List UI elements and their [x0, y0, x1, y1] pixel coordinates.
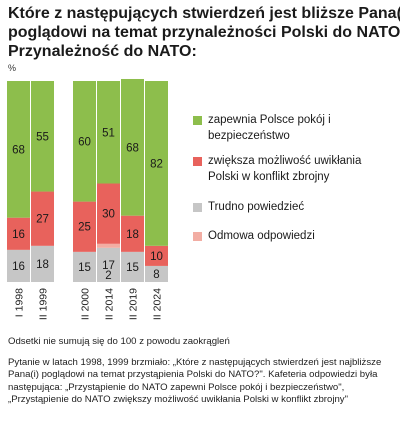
bar-segment-3-4 — [97, 183, 120, 244]
bar-segment-1-2 — [31, 245, 54, 282]
bar-segment-4-4 — [97, 81, 120, 184]
data-label: 8 — [153, 269, 159, 281]
footnotes: Odsetki nie sumują się do 100 z powodu z… — [8, 336, 396, 407]
chart-title: Które z następujących stwierdzeń jest bl… — [8, 4, 400, 61]
bar-segment-3-6 — [145, 245, 168, 266]
data-label: 30 — [102, 209, 115, 221]
legend-swatch-green — [193, 116, 202, 125]
legend-label: Trudno powiedzieć — [208, 201, 305, 213]
legend-label: Odmowa odpowiedzi — [208, 230, 315, 242]
data-label: 15 — [78, 262, 91, 274]
data-label: 68 — [12, 144, 25, 156]
bar-segment-3-5 — [121, 215, 144, 252]
bar-segment-1-1 — [7, 249, 30, 282]
legend-swatch-gray — [193, 203, 202, 212]
category-label: II 1999 — [38, 288, 50, 320]
bar-segment-3-2 — [31, 191, 54, 246]
data-label: 18 — [126, 229, 139, 241]
data-label: 51 — [102, 127, 115, 139]
title-line-2: poglądowi na temat przynależności Polski… — [8, 24, 400, 41]
data-label: 2 — [105, 270, 111, 282]
bar-segment-1-5 — [121, 251, 144, 282]
category-label: II 2024 — [152, 288, 164, 320]
bar-segment-4-5 — [121, 78, 144, 216]
bar-segment-1-3 — [73, 251, 96, 282]
data-label: 10 — [150, 251, 163, 263]
data-label: 27 — [36, 214, 49, 226]
bar-segment-1-6 — [145, 265, 168, 282]
data-label: 68 — [126, 142, 139, 154]
bar-segment-4-6 — [145, 81, 168, 246]
data-label: 17 — [102, 260, 115, 272]
category-label: II 2000 — [80, 288, 92, 320]
bar-segment-3-1 — [7, 217, 30, 250]
bar-segment-2-4 — [97, 243, 120, 248]
data-label: 82 — [150, 158, 163, 170]
category-label: I 1998 — [14, 288, 26, 317]
legend-swatch-red — [193, 157, 202, 166]
data-label: 25 — [78, 222, 91, 234]
data-label: 16 — [12, 261, 25, 273]
bar-segment-4-1 — [7, 81, 30, 218]
legend-label: zapewnia Polsce pokój i bezpieczeństwo — [208, 114, 331, 142]
bar-segment-4-3 — [73, 81, 96, 202]
bar-segment-3-3 — [73, 201, 96, 252]
legend-item-peace: zapewnia Polsce pokój i bezpieczeństwo — [193, 112, 393, 144]
data-label: 16 — [12, 229, 25, 241]
footnote-rounding: Odsetki nie sumują się do 100 z powodu z… — [8, 336, 230, 347]
bar-segment-1-4 — [97, 247, 120, 282]
legend-item-refusal: Odmowa odpowiedzi — [193, 228, 393, 244]
data-label: 18 — [36, 259, 49, 271]
footnote-question: Pytanie w latach 1998, 1999 brzmiało: „K… — [8, 356, 382, 406]
category-label: II 2014 — [104, 288, 116, 320]
legend-label: zwiększa możliwość uwikłania Polski w ko… — [208, 155, 362, 183]
category-label: II 2019 — [128, 288, 140, 320]
title-line-3: Przynależność do NATO: — [8, 43, 197, 60]
bar-segment-4-2 — [31, 81, 54, 192]
data-label: 15 — [126, 262, 139, 274]
legend-item-conflict: zwiększa możliwość uwikłania Polski w ko… — [193, 153, 393, 185]
unit-label: % — [8, 63, 17, 73]
legend-item-dont-know: Trudno powiedzieć — [193, 199, 393, 215]
data-label: 60 — [78, 136, 91, 148]
title-line-1: Które z następujących stwierdzeń jest bl… — [8, 5, 400, 22]
legend-swatch-pink — [193, 232, 202, 241]
data-label: 55 — [36, 131, 49, 143]
